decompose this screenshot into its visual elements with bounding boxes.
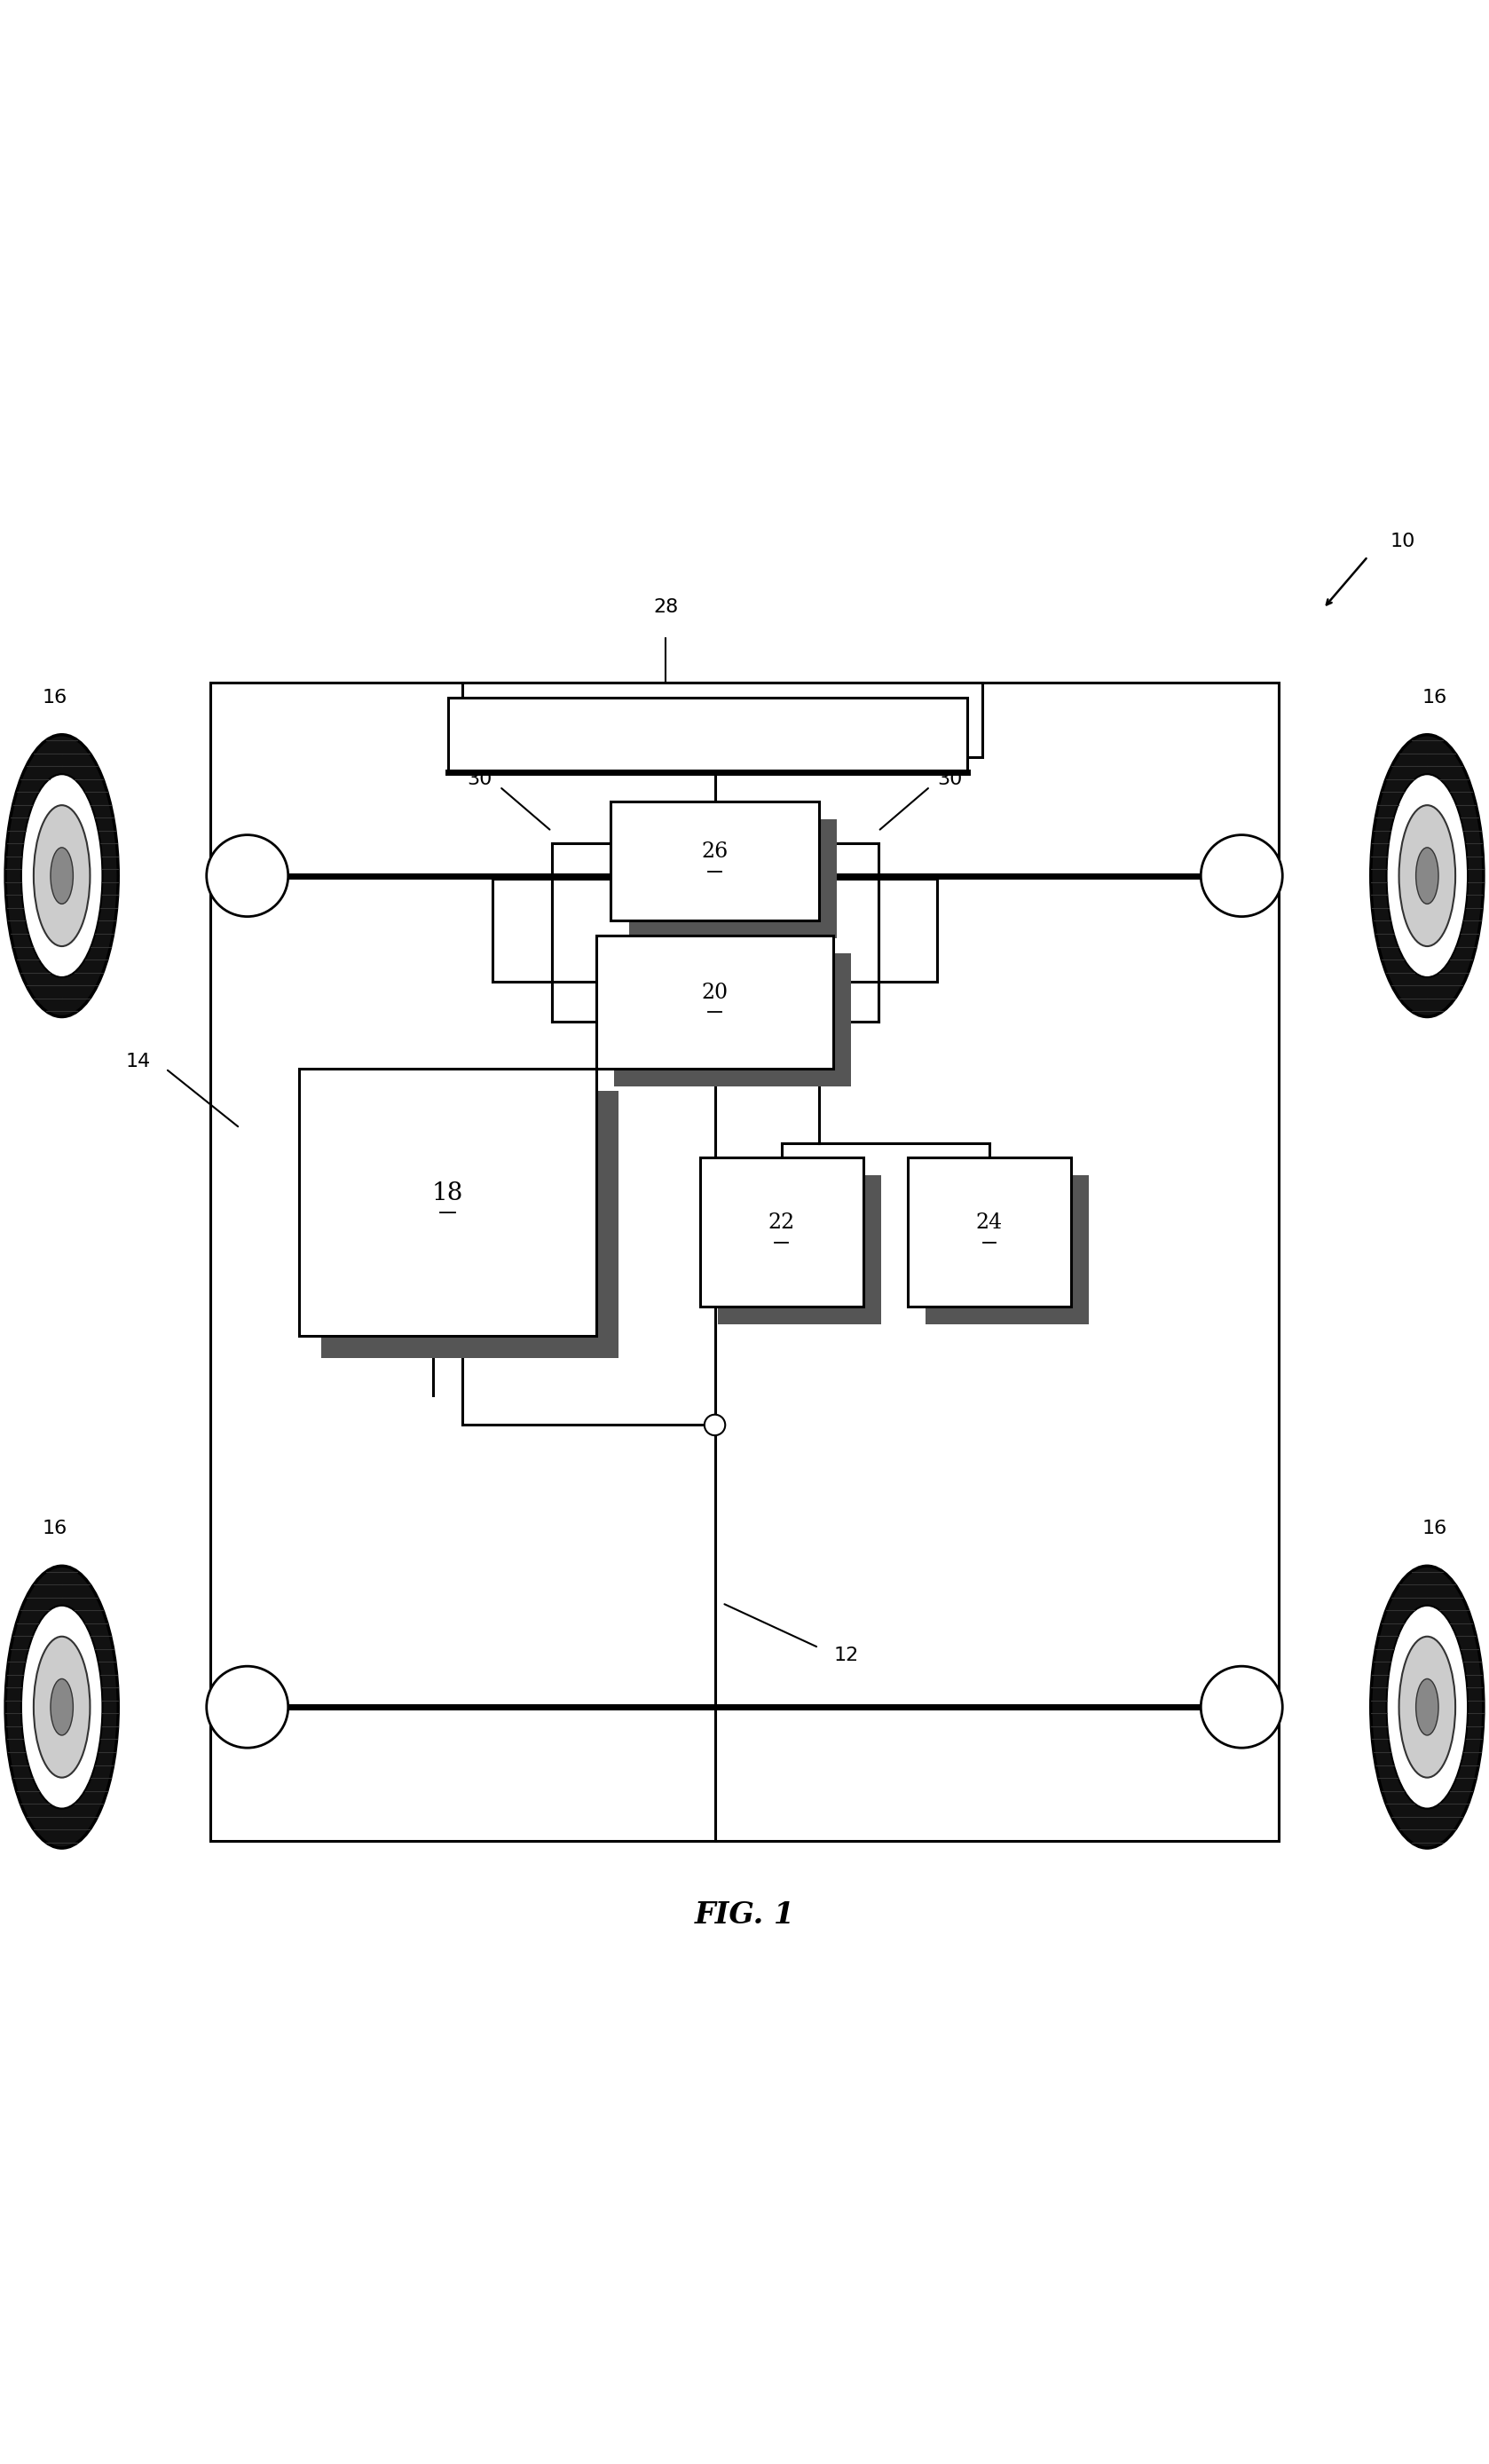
Ellipse shape [6, 1567, 118, 1848]
Ellipse shape [21, 774, 103, 978]
Text: 16: 16 [1422, 690, 1447, 707]
Text: 24: 24 [975, 1212, 1002, 1234]
Ellipse shape [6, 734, 118, 1018]
Polygon shape [210, 683, 1279, 1841]
Ellipse shape [51, 848, 73, 904]
Ellipse shape [1371, 734, 1483, 1018]
Polygon shape [448, 697, 968, 771]
Ellipse shape [1400, 806, 1455, 946]
Text: 16: 16 [42, 1520, 67, 1538]
Ellipse shape [1400, 1636, 1455, 1777]
Ellipse shape [1386, 1607, 1468, 1809]
Ellipse shape [1200, 835, 1282, 917]
Polygon shape [613, 954, 852, 1087]
Ellipse shape [1371, 1567, 1483, 1848]
Ellipse shape [34, 806, 89, 946]
Text: 12: 12 [834, 1646, 859, 1663]
Text: 16: 16 [1422, 1520, 1447, 1538]
Text: 14: 14 [125, 1052, 150, 1069]
Polygon shape [628, 821, 837, 939]
Ellipse shape [1416, 848, 1438, 904]
Polygon shape [926, 1175, 1088, 1323]
Ellipse shape [21, 1607, 103, 1809]
Ellipse shape [207, 835, 289, 917]
Polygon shape [463, 683, 981, 756]
Polygon shape [718, 1175, 881, 1323]
Text: 26: 26 [701, 843, 728, 862]
Text: FIG. 1: FIG. 1 [694, 1900, 795, 1929]
Polygon shape [596, 936, 834, 1069]
Ellipse shape [1416, 1678, 1438, 1735]
Ellipse shape [1200, 1666, 1282, 1747]
Circle shape [704, 1414, 725, 1437]
Polygon shape [299, 1069, 596, 1335]
Text: 22: 22 [768, 1212, 795, 1234]
Polygon shape [463, 683, 981, 756]
Text: 18: 18 [432, 1180, 463, 1205]
Polygon shape [908, 1158, 1071, 1306]
Polygon shape [700, 1158, 864, 1306]
Text: 10: 10 [1391, 532, 1415, 549]
Ellipse shape [34, 1636, 89, 1777]
Text: 30: 30 [938, 771, 962, 788]
Ellipse shape [51, 1678, 73, 1735]
Polygon shape [610, 801, 819, 919]
Text: 28: 28 [654, 599, 679, 616]
Polygon shape [448, 697, 968, 771]
Text: 20: 20 [701, 983, 728, 1003]
Polygon shape [322, 1092, 618, 1358]
Ellipse shape [1386, 774, 1468, 978]
Text: 16: 16 [42, 690, 67, 707]
Text: 30: 30 [468, 771, 493, 788]
Ellipse shape [207, 1666, 289, 1747]
